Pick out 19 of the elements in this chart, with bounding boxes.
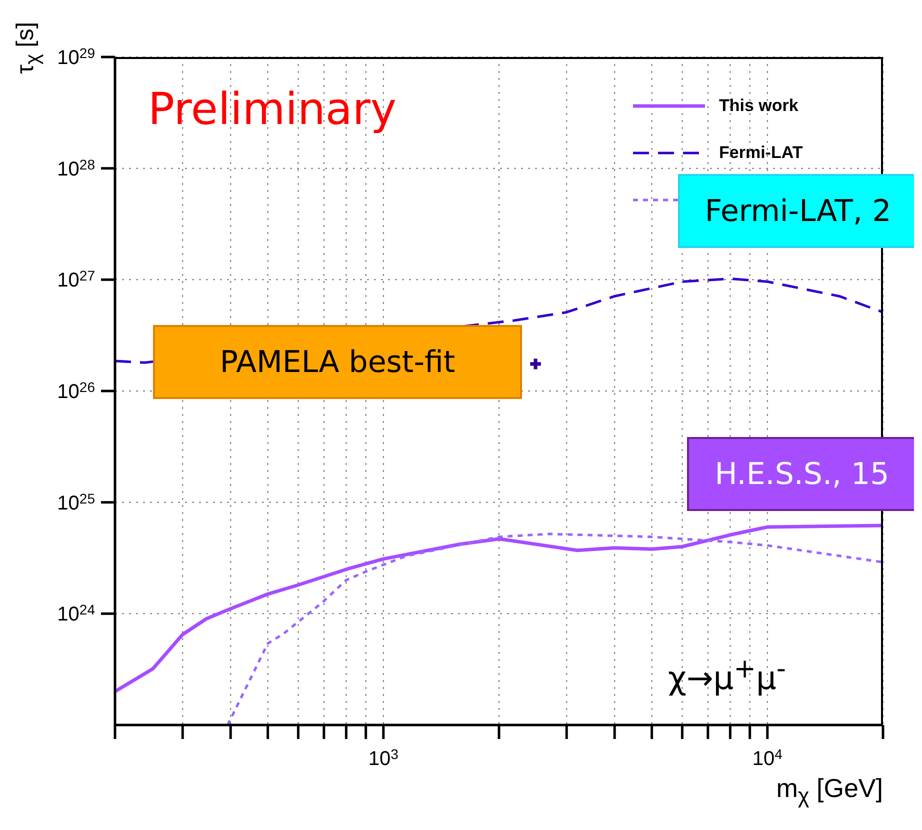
annotation: PAMELA best-fit bbox=[220, 344, 456, 380]
y-tick-label: 10$^{24}$ bbox=[57, 601, 96, 626]
text-box: Fermi-LAT, 2 bbox=[678, 174, 914, 248]
y-tick-label: 10$^{25}$ bbox=[57, 490, 96, 514]
legend-label: Fermi-LAT bbox=[719, 142, 803, 162]
text-box: PAMELA best-fit bbox=[153, 325, 522, 399]
legend-label: This work bbox=[719, 96, 798, 116]
x-axis-title: m$_{χ}$ [GeV] bbox=[776, 773, 883, 810]
y-tick-label: 10$^{26}$ bbox=[57, 378, 96, 403]
x-tick-label: 10$^{3}$ bbox=[368, 746, 399, 770]
annotation: Fermi-LAT, 2 bbox=[704, 194, 892, 228]
annotation: H.E.S.S., 15 bbox=[714, 456, 890, 492]
y-tick-label: 10$^{29}$ bbox=[57, 44, 96, 69]
y-tick-label: 10$^{27}$ bbox=[57, 267, 96, 292]
x-tick-label: 10$^{4}$ bbox=[752, 746, 783, 770]
annotation: χ→μ$^{+}$μ$^{-}$ bbox=[668, 653, 786, 697]
annotation: Preliminary bbox=[148, 84, 396, 135]
y-tick-label: 10$^{28}$ bbox=[57, 156, 96, 180]
text-box: H.E.S.S., 15 bbox=[687, 437, 914, 511]
